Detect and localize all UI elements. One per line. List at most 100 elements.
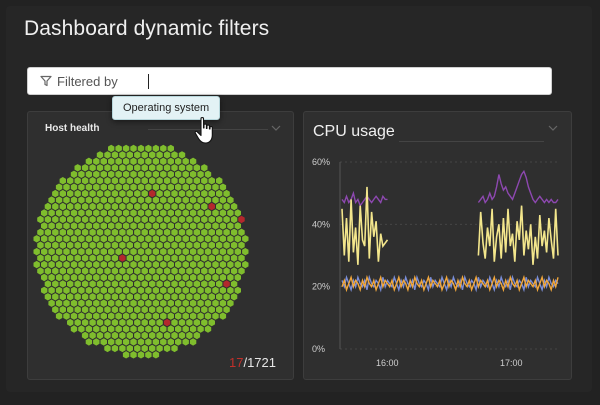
- host-cell-healthy: [63, 248, 70, 256]
- host-cell-healthy: [52, 189, 59, 198]
- host-cell-healthy: [59, 293, 66, 301]
- host-cell-healthy: [182, 196, 189, 204]
- host-cell-healthy: [119, 164, 126, 172]
- filter-input[interactable]: Filtered by: [27, 67, 552, 95]
- host-cell-healthy: [201, 306, 208, 314]
- host-cell-healthy: [108, 299, 115, 307]
- host-cell-healthy: [171, 177, 178, 185]
- host-cell-healthy: [141, 202, 148, 211]
- host-cell-healthy: [197, 170, 204, 178]
- host-cell-healthy: [156, 331, 163, 340]
- host-cell-healthy: [119, 331, 126, 340]
- host-cell-healthy: [130, 144, 137, 153]
- host-cell-healthy: [178, 215, 186, 224]
- host-cell-healthy: [178, 280, 186, 288]
- host-cell-healthy: [93, 312, 100, 320]
- host-cell-healthy: [134, 215, 141, 224]
- host-cell-healthy: [208, 267, 215, 275]
- host-cell-healthy: [67, 241, 74, 249]
- host-cell-healthy: [134, 254, 141, 262]
- host-cell-healthy: [182, 170, 189, 178]
- host-cell-healthy: [122, 299, 130, 307]
- host-cell-healthy: [175, 235, 182, 243]
- host-cell-healthy: [171, 215, 178, 224]
- host-cell-healthy: [89, 293, 96, 301]
- host-cell-healthy: [96, 280, 104, 288]
- filter-suggestion-operating-system[interactable]: Operating system: [112, 96, 220, 120]
- host-cell-healthy: [182, 209, 189, 217]
- host-cell-healthy: [149, 228, 156, 236]
- chevron-down-icon[interactable]: [271, 125, 281, 131]
- host-cell-healthy: [81, 267, 89, 275]
- host-cell-healthy: [126, 164, 133, 172]
- host-cell-healthy: [208, 177, 215, 185]
- host-cell-healthy: [78, 273, 85, 282]
- host-cell-healthy: [189, 312, 197, 320]
- host-cell-healthy: [219, 196, 227, 204]
- host-cell-healthy: [52, 306, 59, 314]
- host-cell-healthy: [74, 293, 81, 301]
- host-health-tile[interactable]: Host health 17/1721: [27, 111, 294, 380]
- host-cell-healthy: [167, 196, 174, 204]
- host-cell-healthy: [149, 280, 156, 288]
- host-cell-healthy: [193, 241, 201, 249]
- host-cell-healthy: [119, 151, 126, 159]
- host-cell-healthy: [234, 209, 241, 217]
- host-cell-healthy: [208, 318, 215, 327]
- host-cell-healthy: [167, 299, 174, 307]
- host-cell-healthy: [134, 293, 141, 301]
- host-cell-healthy: [163, 306, 171, 314]
- host-cell-healthy: [145, 183, 152, 191]
- host-cell-healthy: [137, 170, 145, 178]
- host-cell-healthy: [130, 351, 137, 359]
- host-cell-healthy: [189, 286, 197, 294]
- host-cell-healthy: [52, 280, 59, 288]
- host-cell-healthy: [137, 325, 145, 333]
- host-cell-healthy: [167, 209, 174, 217]
- host-cell-healthy: [85, 196, 93, 204]
- host-cell-healthy: [85, 338, 93, 346]
- host-cell-healthy: [193, 202, 201, 211]
- host-cell-healthy: [52, 228, 59, 236]
- host-cell-healthy: [85, 260, 93, 269]
- host-cell-healthy: [156, 228, 163, 236]
- host-cell-healthy: [81, 318, 89, 327]
- host-cell-healthy: [48, 235, 55, 243]
- host-cell-healthy: [59, 215, 66, 224]
- host-cell-healthy: [238, 254, 245, 262]
- host-cell-healthy: [59, 202, 66, 211]
- host-cell-healthy: [197, 299, 204, 307]
- host-cell-healthy: [122, 312, 130, 320]
- host-cell-healthy: [141, 306, 148, 314]
- host-cell-healthy: [41, 209, 48, 217]
- host-cell-healthy: [193, 318, 201, 327]
- host-cell-healthy: [48, 222, 55, 230]
- host-cell-healthy: [115, 144, 122, 153]
- host-cell-healthy: [227, 222, 234, 230]
- host-cell-healthy: [223, 267, 230, 275]
- host-cell-healthy: [52, 254, 59, 262]
- host-cell-healthy: [37, 228, 44, 236]
- host-cell-healthy: [55, 209, 63, 217]
- host-cell-healthy: [67, 267, 74, 275]
- host-cell-healthy: [111, 267, 119, 275]
- host-cell-healthy: [216, 293, 223, 301]
- host-cell-healthy: [186, 280, 193, 288]
- host-cell-healthy: [70, 235, 78, 243]
- host-cell-healthy: [108, 325, 115, 333]
- host-cell-healthy: [149, 151, 156, 159]
- host-cell-healthy: [52, 202, 59, 211]
- host-cell-healthy: [175, 183, 182, 191]
- host-cell-healthy: [48, 273, 55, 282]
- host-cell-healthy: [134, 280, 141, 288]
- cpu-usage-tile[interactable]: CPU usage 0% 20% 40% 60% 16:00 17:00: [303, 111, 572, 380]
- host-cell-healthy: [85, 312, 93, 320]
- host-cell-healthy: [126, 189, 133, 198]
- chevron-down-icon[interactable]: [548, 125, 558, 131]
- host-cell-healthy: [119, 293, 126, 301]
- host-cell-healthy: [189, 209, 197, 217]
- host-cell-healthy: [78, 222, 85, 230]
- host-cell-healthy: [81, 228, 89, 236]
- host-cell-healthy: [67, 228, 74, 236]
- host-cell-healthy: [108, 222, 115, 230]
